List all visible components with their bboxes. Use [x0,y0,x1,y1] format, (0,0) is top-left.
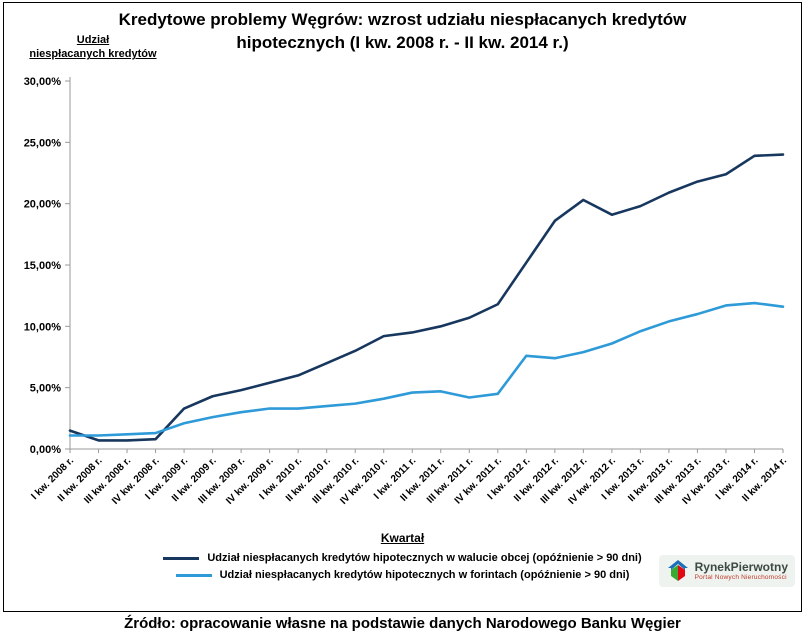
legend-swatch-foreign-currency [163,556,200,560]
svg-text:30,00%: 30,00% [24,76,62,88]
svg-text:15,00%: 15,00% [24,260,62,272]
y-axis-label: Udział niespłacanych kredytów [29,34,157,61]
svg-text:25,00%: 25,00% [24,137,62,149]
logo-subtitle: Portal Nowych Nieruchomości [694,574,787,582]
legend-label-forint: Udział niespłacanych kredytów hipoteczny… [219,569,630,581]
rynekpierwotny-logo-text: RynekPierwotny Portal Nowych Nieruchomoś… [694,559,788,582]
chart-title: Kredytowe problemy Węgrów: wzrost udział… [4,9,801,55]
legend-swatch-forint [175,573,212,577]
svg-text:20,00%: 20,00% [24,199,62,211]
legend-label-foreign-currency: Udział niespłacanych kredytów hipoteczny… [207,552,642,564]
x-axis-label: Kwartał [380,531,425,545]
rynekpierwotny-logo-icon [667,560,688,581]
chart-figure: Kredytowe problemy Węgrów: wzrost udział… [3,2,802,612]
chart-title-text: Kredytowe problemy Węgrów: wzrost udział… [118,10,687,52]
legend-item-forint: Udział niespłacanych kredytów hipoteczny… [175,569,630,581]
svg-text:0,00%: 0,00% [30,444,61,456]
logo-name: RynekPierwotny [694,559,788,574]
rynekpierwotny-logo: RynekPierwotny Portal Nowych Nieruchomoś… [658,555,795,587]
svg-text:5,00%: 5,00% [30,383,61,395]
source-caption: Źródło: opracowanie własne na podstawie … [124,615,681,632]
legend-item-foreign-currency: Udział niespłacanych kredytów hipoteczny… [163,552,642,564]
svg-text:10,00%: 10,00% [24,321,62,333]
line-chart-svg: 0,00% 5,00% 10,00% 15,00% 20,00% 25,00% 30,00%… [24,76,790,507]
legend: Udział niespłacanych kredytów hipoteczny… [4,552,801,581]
plot-area: 0,00% 5,00% 10,00% 15,00% 20,00% 25,00% 30,00%… [4,73,801,529]
